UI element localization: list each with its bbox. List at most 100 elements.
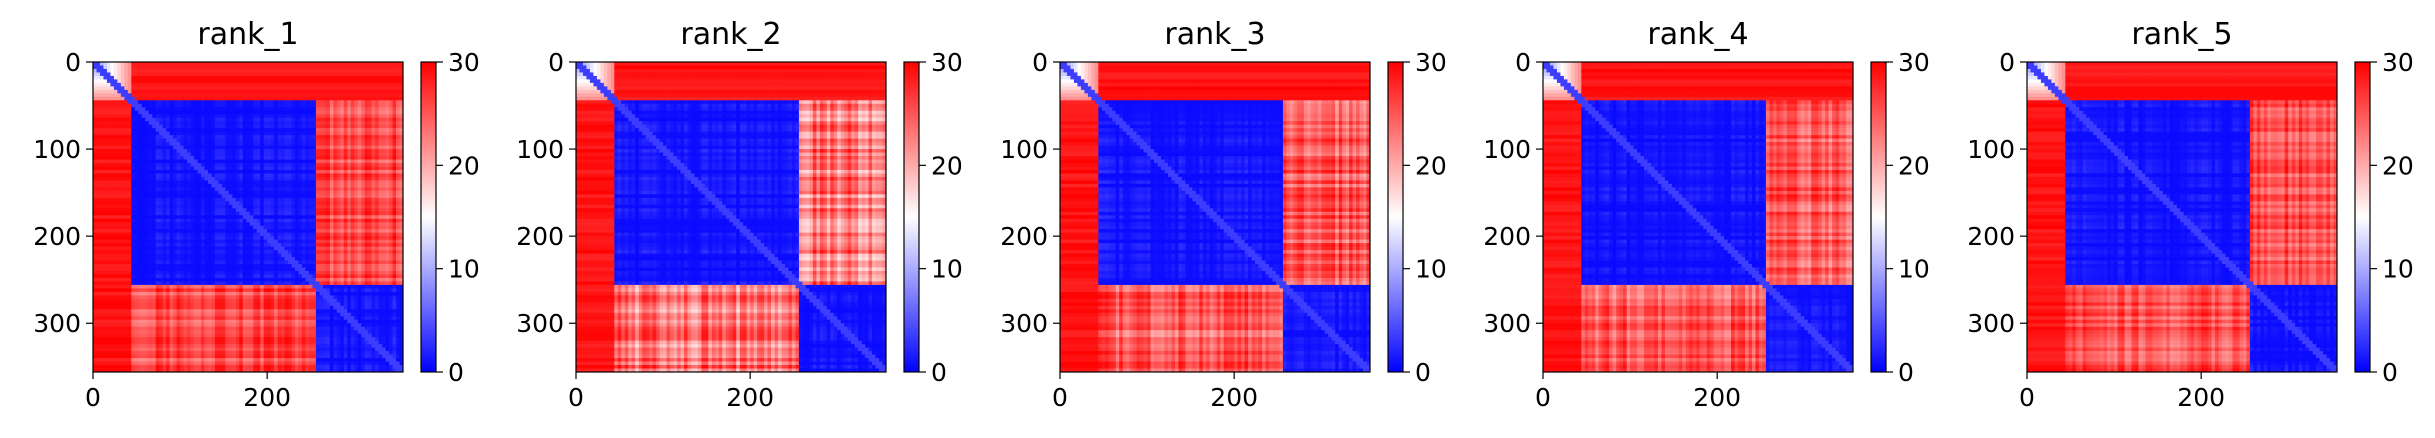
heatmap-cell bbox=[389, 149, 393, 153]
heatmap-cell bbox=[295, 194, 299, 198]
heatmap-cell bbox=[128, 219, 132, 223]
heatmap-cell bbox=[281, 153, 285, 157]
heatmap-cell bbox=[250, 104, 254, 108]
heatmap-cell bbox=[250, 163, 254, 167]
heatmap-cell bbox=[278, 215, 282, 219]
heatmap-cell bbox=[201, 132, 205, 136]
heatmap-cell bbox=[107, 222, 111, 226]
heatmap-cell bbox=[285, 83, 289, 87]
heatmap-cell bbox=[96, 97, 100, 101]
heatmap-cell bbox=[288, 184, 292, 188]
heatmap-cell bbox=[267, 149, 271, 153]
heatmap-cell bbox=[117, 142, 121, 146]
heatmap-cell bbox=[288, 226, 292, 230]
heatmap-cell bbox=[347, 90, 351, 94]
heatmap-cell bbox=[305, 180, 309, 184]
heatmap-cell bbox=[184, 177, 188, 181]
heatmap-cell bbox=[288, 90, 292, 94]
heatmap-cell bbox=[124, 118, 128, 122]
heatmap-cell bbox=[131, 111, 135, 115]
heatmap-cell bbox=[260, 226, 264, 230]
heatmap-cell bbox=[138, 194, 142, 198]
heatmap-cell bbox=[232, 198, 236, 202]
heatmap-cell bbox=[358, 208, 362, 212]
heatmap-cell bbox=[239, 125, 243, 129]
heatmap-cell bbox=[299, 233, 303, 237]
heatmap-cell bbox=[103, 72, 107, 76]
heatmap-cell bbox=[163, 212, 167, 216]
heatmap-cell bbox=[389, 198, 393, 202]
heatmap-cell bbox=[117, 198, 121, 202]
heatmap-cell bbox=[121, 65, 125, 69]
heatmap-cell bbox=[260, 86, 264, 90]
heatmap-cell bbox=[110, 146, 114, 150]
heatmap-cell bbox=[135, 208, 139, 212]
heatmap-cell bbox=[393, 90, 397, 94]
heatmap-cell bbox=[323, 250, 327, 254]
heatmap-cell bbox=[107, 212, 111, 216]
heatmap-cell bbox=[386, 107, 390, 111]
heatmap-cell bbox=[358, 156, 362, 160]
heatmap-cell bbox=[288, 83, 292, 87]
heatmap-cell bbox=[131, 201, 135, 205]
heatmap-cell bbox=[232, 97, 236, 101]
heatmap-cell bbox=[281, 177, 285, 181]
heatmap-cell bbox=[100, 229, 104, 233]
heatmap-cell bbox=[288, 219, 292, 223]
heatmap-cell bbox=[117, 118, 121, 122]
heatmap-cell bbox=[396, 194, 400, 198]
heatmap-cell bbox=[215, 142, 219, 146]
heatmap-cell bbox=[386, 166, 390, 170]
heatmap-cell bbox=[305, 149, 309, 153]
heatmap-cell bbox=[347, 173, 351, 177]
heatmap-cell bbox=[260, 153, 264, 157]
heatmap-cell bbox=[180, 83, 184, 87]
heatmap-cell bbox=[246, 156, 250, 160]
heatmap-cell bbox=[145, 135, 149, 139]
heatmap-cell bbox=[271, 184, 275, 188]
heatmap-cell bbox=[232, 254, 236, 258]
heatmap-cell bbox=[166, 201, 170, 205]
heatmap-cell bbox=[267, 86, 271, 90]
heatmap-cell bbox=[253, 83, 257, 87]
heatmap-cell bbox=[96, 160, 100, 164]
heatmap-cell bbox=[264, 111, 268, 115]
heatmap-cell bbox=[305, 205, 309, 209]
heatmap-cell bbox=[197, 128, 201, 132]
heatmap-cell bbox=[180, 208, 184, 212]
heatmap-cell bbox=[393, 83, 397, 87]
heatmap-cell bbox=[149, 198, 153, 202]
heatmap-cell bbox=[379, 79, 383, 83]
heatmap-cell bbox=[204, 215, 208, 219]
heatmap-cell bbox=[396, 160, 400, 164]
heatmap-cell bbox=[107, 139, 111, 143]
heatmap-cell bbox=[222, 215, 226, 219]
heatmap-cell bbox=[271, 135, 275, 139]
heatmap-cell bbox=[232, 201, 236, 205]
heatmap-cell bbox=[260, 142, 264, 146]
heatmap-cell bbox=[267, 72, 271, 76]
heatmap-cell bbox=[299, 163, 303, 167]
heatmap-cell bbox=[110, 135, 114, 139]
heatmap-cell bbox=[194, 132, 198, 136]
heatmap-cell bbox=[250, 233, 254, 237]
heatmap-cell bbox=[159, 226, 163, 230]
heatmap-cell bbox=[218, 198, 222, 202]
heatmap-cell bbox=[351, 65, 355, 69]
heatmap-cell bbox=[344, 160, 348, 164]
heatmap-cell bbox=[117, 79, 121, 83]
heatmap-cell bbox=[215, 208, 219, 212]
heatmap-cell bbox=[177, 240, 181, 244]
heatmap-cell bbox=[215, 125, 219, 129]
heatmap-cell bbox=[386, 79, 390, 83]
heatmap-cell bbox=[124, 107, 128, 111]
heatmap-cell bbox=[225, 83, 229, 87]
heatmap-cell bbox=[382, 208, 386, 212]
heatmap-cell bbox=[281, 118, 285, 122]
heatmap-cell bbox=[211, 65, 215, 69]
heatmap-cell bbox=[281, 205, 285, 209]
heatmap-cell bbox=[218, 149, 222, 153]
heatmap-cell bbox=[229, 132, 233, 136]
heatmap-cell bbox=[204, 72, 208, 76]
heatmap-cell bbox=[229, 86, 233, 90]
